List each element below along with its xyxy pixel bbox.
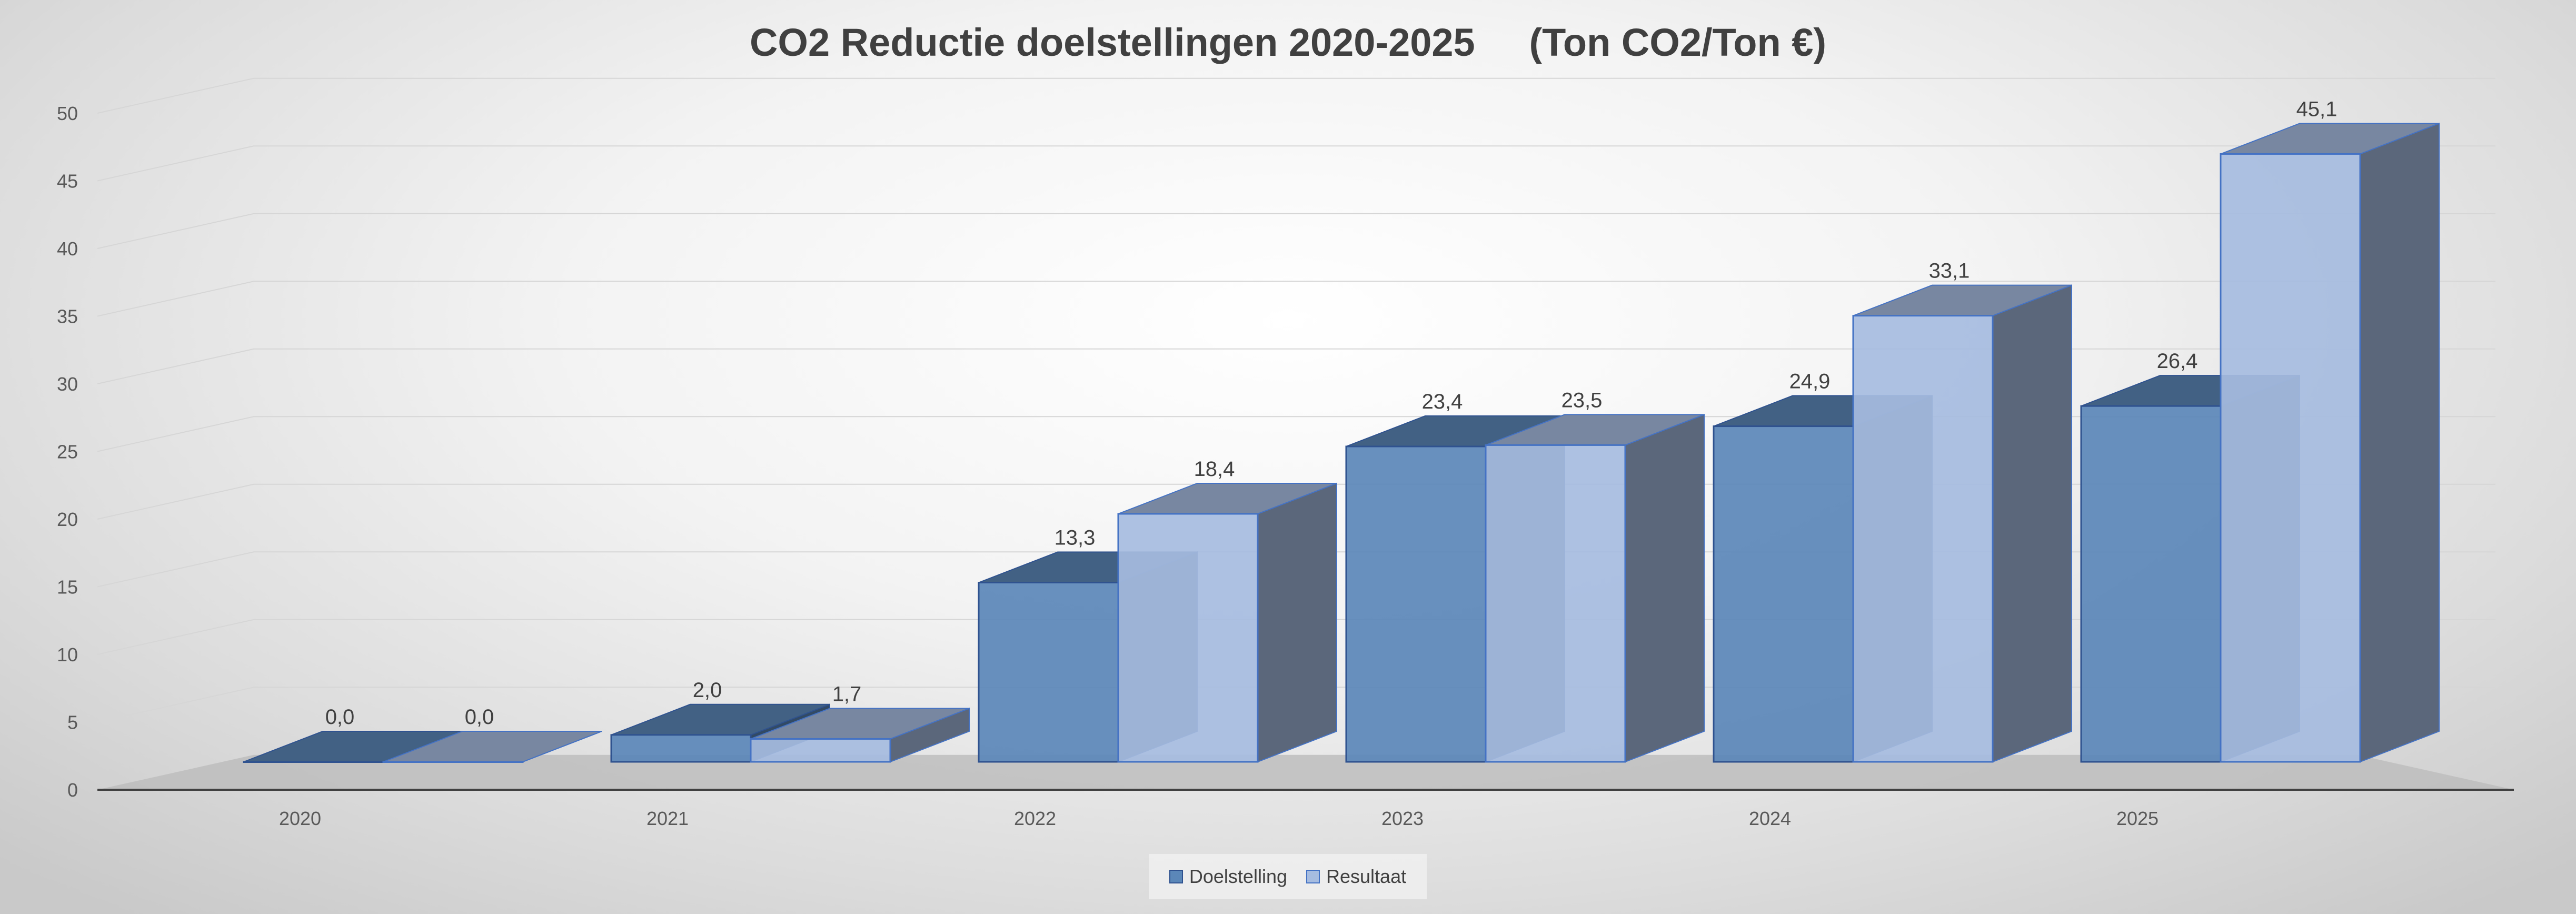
y-tick-label: 15 <box>57 577 78 598</box>
x-tick-label: 2021 <box>647 808 689 829</box>
bar-resultaat-2021 <box>750 738 891 763</box>
data-label-resultaat-2023: 23,5 <box>1561 389 1603 412</box>
data-label-doelstelling-2021: 2,0 <box>693 679 722 702</box>
data-label-resultaat-2025: 45,1 <box>2296 97 2338 121</box>
gridline <box>97 145 2495 182</box>
y-tick-label: 40 <box>57 238 78 260</box>
data-label-doelstelling-2025: 26,4 <box>2157 350 2198 373</box>
data-label-doelstelling-2023: 23,4 <box>1422 390 1463 413</box>
data-label-doelstelling-2020: 0,0 <box>325 706 355 729</box>
x-tick-label: 2020 <box>279 808 321 829</box>
data-label-doelstelling-2022: 13,3 <box>1055 526 1096 550</box>
chart-floor <box>97 754 2514 790</box>
gridline <box>97 348 2495 384</box>
legend-swatch-doelstelling <box>1169 870 1183 883</box>
data-label-resultaat-2021: 1,7 <box>832 682 862 706</box>
legend-item-resultaat[interactable]: Resultaat <box>1306 866 1406 888</box>
bar-resultaat-2023 <box>1485 444 1626 763</box>
chart-title: CO2 Reductie doelstellingen 2020-2025 (T… <box>749 21 1827 64</box>
y-tick-label: 35 <box>57 306 78 327</box>
x-tick-label: 2025 <box>2116 808 2159 829</box>
legend-swatch-resultaat <box>1306 870 1320 883</box>
legend-label-doelstelling: Doelstelling <box>1189 866 1287 887</box>
gridline <box>97 213 2495 249</box>
bar-resultaat-2024 <box>1852 315 1994 763</box>
gridline <box>97 77 2495 114</box>
y-tick-label: 0 <box>67 779 78 801</box>
bar-side-resultaat-2024 <box>1992 284 2072 763</box>
y-tick-label: 45 <box>57 171 78 192</box>
bar-resultaat-2022 <box>1117 513 1259 763</box>
y-tick-label: 50 <box>57 103 78 124</box>
bar-doelstelling-2024 <box>1713 425 1854 763</box>
bar-doelstelling-2023 <box>1345 445 1487 763</box>
x-tick-label: 2023 <box>1381 808 1424 829</box>
bar-resultaat-2025 <box>2220 153 2361 763</box>
legend[interactable]: Doelstelling Resultaat <box>1149 854 1427 899</box>
x-tick-label: 2022 <box>1014 808 1056 829</box>
bar-doelstelling-2021 <box>610 734 752 763</box>
bar-side-resultaat-2022 <box>1257 482 1337 763</box>
data-label-resultaat-2022: 18,4 <box>1194 458 1235 481</box>
y-tick-label: 25 <box>57 441 78 463</box>
bar-doelstelling-2025 <box>2080 405 2222 763</box>
data-label-resultaat-2024: 33,1 <box>1929 260 1970 283</box>
bar-side-resultaat-2025 <box>2360 122 2440 763</box>
bar-doelstelling-2022 <box>978 582 1119 763</box>
legend-label-resultaat: Resultaat <box>1326 866 1407 887</box>
legend-item-doelstelling[interactable]: Doelstelling <box>1169 866 1287 888</box>
y-tick-label: 10 <box>57 644 78 665</box>
y-tick-label: 20 <box>57 509 78 530</box>
y-tick-label: 5 <box>67 712 78 733</box>
x-tick-label: 2024 <box>1749 808 1791 829</box>
bar-side-resultaat-2023 <box>1625 413 1705 763</box>
data-label-doelstelling-2024: 24,9 <box>1789 370 1831 393</box>
y-tick-label: 30 <box>57 373 78 395</box>
data-label-resultaat-2020: 0,0 <box>465 706 494 729</box>
gridline <box>97 281 2495 317</box>
